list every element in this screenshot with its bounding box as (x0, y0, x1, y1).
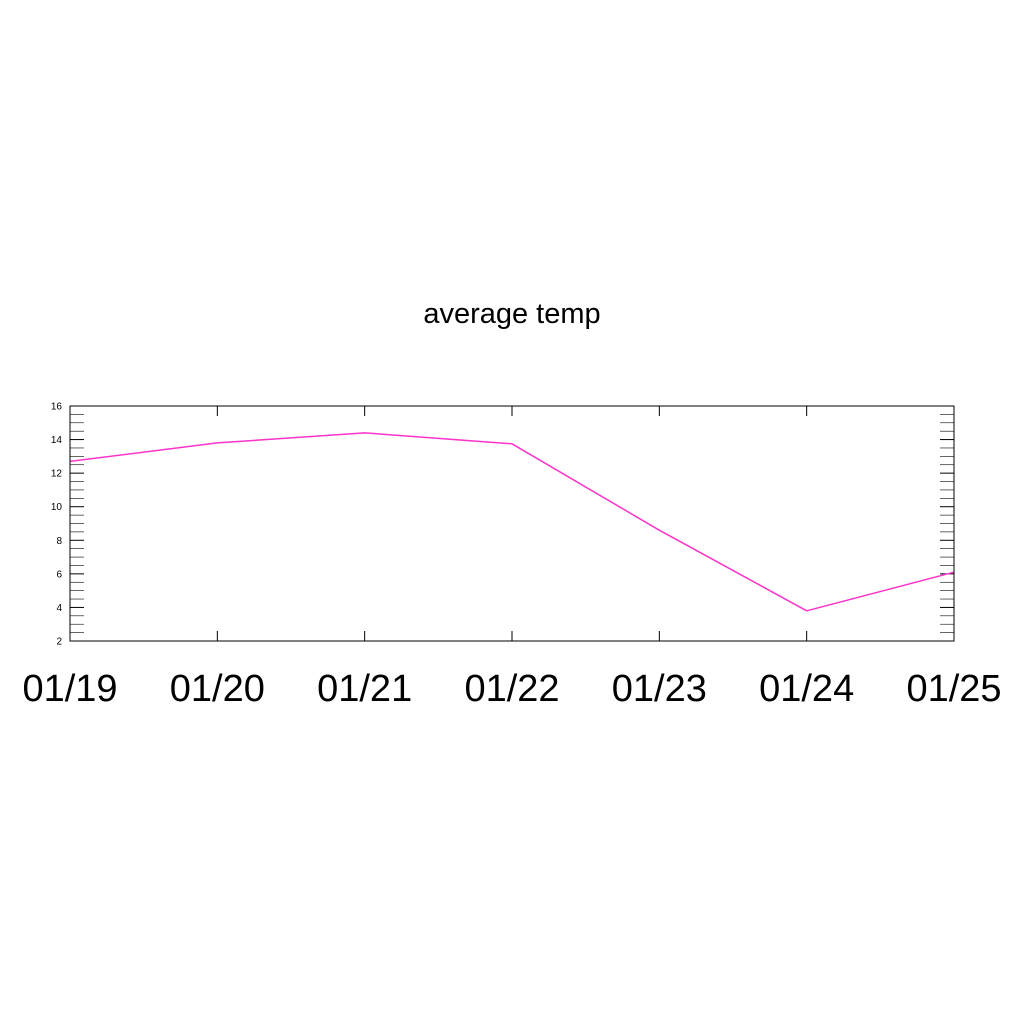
chart-title: average temp (423, 298, 600, 330)
plot-frame (69, 405, 955, 642)
y-tick-label: 2 (56, 637, 62, 648)
y-tick-label: 14 (51, 435, 63, 446)
x-tick-label: 01/20 (170, 668, 265, 710)
x-tick-label: 01/21 (317, 668, 412, 710)
x-tick-label: 01/25 (906, 668, 1001, 710)
series-line (69, 432, 955, 612)
y-tick-label: 12 (51, 469, 63, 480)
y-tick-labels: 2 4 6 8 10 12 14 16 (51, 402, 63, 648)
x-tick-labels: 01/19 01/20 01/21 01/22 01/23 01/24 01/25 (22, 668, 1001, 710)
y-tick-label: 8 (56, 536, 62, 547)
y-tick-label: 4 (56, 603, 62, 614)
y-tick-label: 10 (51, 502, 63, 513)
tick-marks (69, 405, 955, 642)
x-tick-label: 01/19 (22, 668, 117, 710)
x-tick-label: 01/22 (464, 668, 559, 710)
x-tick-label: 01/24 (759, 668, 854, 710)
y-tick-label: 6 (56, 569, 62, 580)
x-tick-label: 01/23 (612, 668, 707, 710)
y-tick-label: 16 (51, 402, 63, 413)
